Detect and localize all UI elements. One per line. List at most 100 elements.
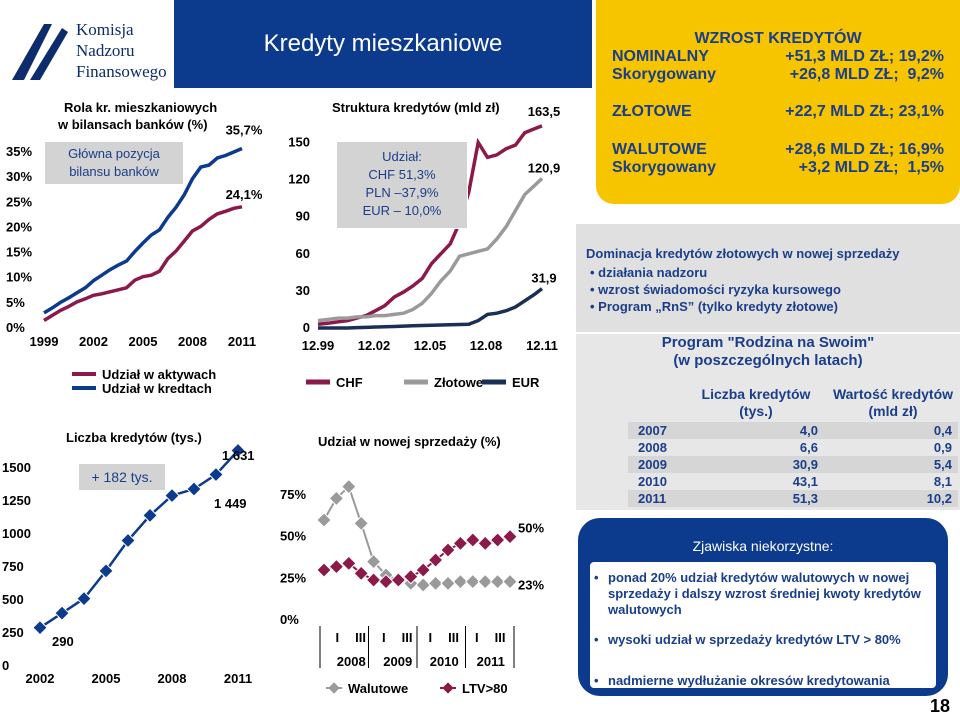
series-line-złotowe: [317, 177, 544, 323]
y-tick-label: 30: [296, 283, 310, 298]
annotation-label: 1 631: [222, 448, 255, 463]
table-cell-year: 2008: [638, 440, 667, 455]
y-tick-label: 120: [288, 172, 310, 187]
bullet-icon: •: [594, 632, 599, 647]
table-cell-year: 2007: [638, 423, 667, 438]
growth-row-value: +51,3 MLD ZŁ; 19,2%: [785, 48, 944, 65]
table-cell-year: 2011: [638, 491, 667, 506]
y-tick-label: 0%: [6, 320, 25, 335]
legend-label: LTV>80: [462, 681, 508, 696]
data-point: [427, 575, 444, 592]
y-tick-label: 35%: [6, 144, 32, 159]
logo-line2: Nadzoru: [76, 41, 135, 60]
growth-row-label: Skorygowany: [612, 159, 717, 176]
rns-col1a: Liczba kredytów: [701, 386, 811, 402]
x-tick-label: 12.05: [414, 338, 447, 353]
x-tick-label: 2011: [224, 671, 252, 686]
table-cell-count: 30,9: [792, 457, 818, 472]
dominance-bullet: • Program „RnS” (tylko kredyty złotowe): [590, 299, 838, 314]
logo-swoosh-icon: [12, 24, 68, 80]
x-tick-label: 2011: [228, 334, 256, 349]
data-point: [415, 562, 431, 578]
chart-share: Udział w nowej sprzedaży (%) 0% 25% 50% 75% I…: [280, 434, 544, 696]
data-point: [502, 528, 518, 545]
x-tick-label: 12.02: [358, 338, 391, 353]
growth-badge: + 182 tys.: [78, 463, 166, 491]
series-line-ltv>80: [323, 535, 511, 583]
currency-line: PLN –37,9%: [365, 185, 439, 200]
year-tick-label: 2010: [430, 654, 459, 669]
table-cell-value: 0,9: [933, 440, 952, 455]
quarter-tick-label: III: [448, 630, 459, 645]
y-tick-label: 10%: [6, 270, 32, 285]
data-point: [208, 466, 224, 483]
growth-box: WZROST KREDYTÓW NOMINALNY +51,3 MLD ZŁ; 1…: [596, 0, 960, 204]
y-tick-label: 90: [296, 209, 310, 224]
phenomena-bullet-text: wysoki udział w sprzedaży kredytów LTV >…: [608, 632, 901, 647]
dominance-bullet: • wzrost świadomości ryzyka kursowego: [590, 282, 841, 297]
table-row: 2007 4,0 0,4: [628, 422, 958, 439]
data-point: [465, 573, 481, 590]
currency-title: Udział:: [382, 149, 422, 164]
data-point: [353, 565, 369, 582]
data-point: [440, 575, 456, 592]
rns-col2b: (mld zł): [868, 403, 918, 419]
table-row: 2009 30,9 5,4: [628, 456, 958, 473]
data-point: [98, 563, 114, 579]
data-point: [465, 532, 481, 548]
table-row: 2011 51,3 10,2: [628, 490, 958, 507]
y-tick-label: 60: [296, 246, 310, 261]
end-label: 120,9: [528, 161, 561, 176]
x-tick-label: 2002: [26, 671, 55, 686]
end-label: 24,1%: [226, 187, 263, 202]
growth-row-label: WALUTOWE: [612, 141, 707, 158]
data-point: [142, 507, 158, 524]
quarter-tick-label: III: [495, 630, 506, 645]
data-point: [427, 552, 444, 568]
data-point: [477, 573, 493, 590]
y-tick-label: 30%: [6, 169, 32, 184]
table-row: 2008 6,6 0,9: [628, 439, 958, 456]
growth-row-value: +26,8 MLD ZŁ; 9,2%: [789, 66, 944, 83]
legend-label: CHF: [336, 375, 363, 390]
y-tick-label: 1000: [2, 526, 31, 541]
x-tick-label: 12.11: [526, 338, 558, 353]
chart-title-line2: w bilansach banków (%): [57, 117, 208, 132]
x-tick-label: 2005: [129, 334, 158, 349]
rns-col2a: Wartość kredytów: [832, 386, 954, 402]
main-position-box: Główna pozycja bilansu banków: [44, 141, 184, 185]
year-tick-label: 2009: [383, 654, 412, 669]
legend-label: EUR: [512, 375, 540, 390]
growth-row-label: NOMINALNY: [612, 48, 709, 65]
data-point: [390, 572, 407, 588]
data-point: [477, 535, 493, 552]
table-cell-year: 2009: [638, 457, 667, 472]
quarter-tick-label: I: [335, 630, 339, 645]
series-line-main: [39, 449, 239, 629]
legend-label: Walutowe: [348, 681, 408, 696]
y-tick-label: 500: [2, 592, 24, 607]
dominance-bullet: • działania nadzoru: [590, 265, 708, 280]
logo-line1: Komisja: [76, 20, 134, 39]
legend-marker: [442, 682, 454, 694]
data-point: [489, 573, 506, 590]
table-cell-count: 6,6: [799, 440, 818, 455]
data-point: [378, 573, 394, 590]
rns-table: Program "Rodzina na Swoim" (w poszczegól…: [576, 334, 960, 510]
phenomena-bullet: • wysoki udział w sprzedaży kredytów LTV …: [594, 632, 930, 648]
data-point: [164, 487, 180, 504]
chart-title-line1: Rola kr. mieszkaniowych: [64, 100, 217, 115]
year-tick-label: 2011: [477, 654, 505, 669]
y-tick-label: 0: [303, 320, 310, 335]
logo: Komisja Nadzoru Finansowego: [0, 0, 172, 88]
table-cell-count: 43,1: [792, 474, 818, 489]
growth-row-value: +28,6 MLD ZŁ; 16,9%: [785, 141, 944, 158]
growth-title: WZROST KREDYTÓW: [694, 30, 862, 47]
data-point: [54, 605, 70, 621]
table-cell-value: 0,4: [933, 423, 952, 438]
series-line-udział w kredtach: [43, 146, 243, 315]
rns-title2: (w poszczególnych latach): [673, 352, 863, 369]
chart-title: Struktura kredytów (mld zł): [332, 100, 500, 115]
dominance-panel: Dominacja kredytów złotowych w nowej spr…: [576, 224, 960, 332]
chart-title: Liczba kredytów (tys.): [66, 430, 202, 445]
